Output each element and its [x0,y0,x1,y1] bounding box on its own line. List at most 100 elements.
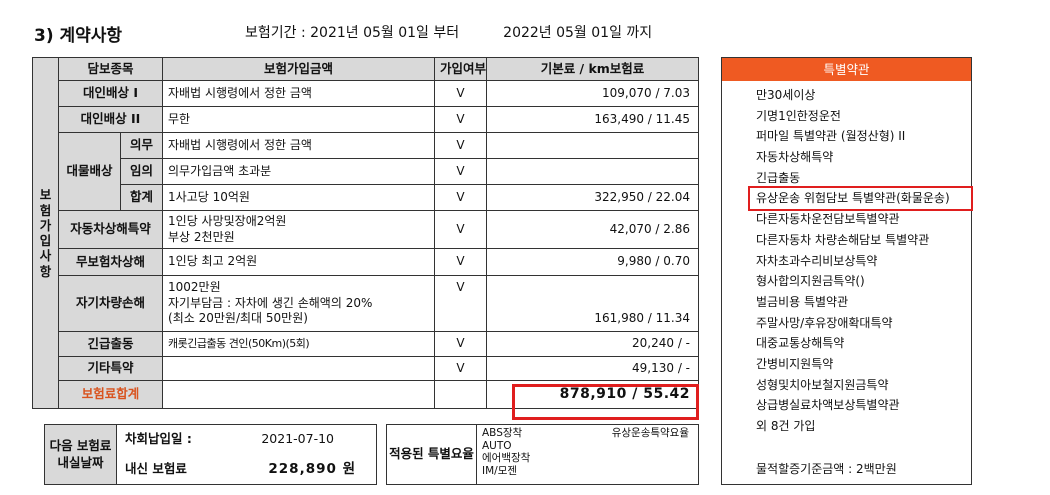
applied-discounts-box: 적용된 특별요율 ABS장착 유상운송특약요율 AUTO 에어백장착 IM/모젠 [386,424,699,485]
side-label: 보험가입사항 [32,57,59,409]
amount-line: 자기부담금 : 자차에 생긴 손해액의 20% [168,295,373,310]
installment-label: 차회납입일 : [125,431,192,447]
special-term-item: 벌금비용 특별약관 [756,294,849,309]
joined-mark: V [434,80,488,107]
coverage-amount: 무한 [162,106,436,133]
special-terms-list: 만30세이상 기명1인한정운전 퍼마일 특별약관 (월정산형) II 자동차상해… [722,81,973,479]
table-row: 자기차량손해 1002만원 자기부담금 : 자차에 생긴 손해액의 20% (최… [33,275,700,332]
table-row: 무보험차상해 1인당 최고 2억원 V 9,980 / 0.70 [33,248,700,276]
premium-value: 42,070 / 2.86 [486,210,700,249]
col-header-coverage: 담보종목 [57,57,164,81]
special-term-item: 긴급출동 [756,170,801,185]
coverage-amount: 1사고당 10억원 [162,184,436,211]
special-term-item: 주말사망/후유장애확대특약 [756,315,893,330]
special-term-item: 자차초과수리비보상특약 [756,253,878,268]
special-term-item: 대중교통상해특약 [756,336,845,351]
table-row: 임의 의무가입금액 초과분 V [33,158,700,185]
period-start: 보험기간 : 2021년 05월 01일 부터 [245,25,460,41]
discount-item: 에어백장착 [482,452,531,465]
coverage-amount: 1002만원 자기부담금 : 자차에 생긴 손해액의 20% (최소 20만원/… [162,275,436,332]
special-term-item: 외 8건 가입 [756,419,816,433]
special-term-item: 다른자동차 차량손해담보 특별약관 [756,232,930,247]
insurance-period: 보험기간 : 2021년 05월 01일 부터 2022년 05월 01일 까지 [245,22,652,42]
coverage-subname: 합계 [119,184,164,211]
premium-value: 322,950 / 22.04 [486,184,700,211]
joined-mark: V [434,184,488,211]
joined-mark: V [434,158,488,185]
premium-value: 109,070 / 7.03 [486,80,700,107]
installment-date: 2021-07-10 [261,431,334,447]
total-label: 보험료합계 [57,380,164,409]
premium-value: 163,490 / 11.45 [486,106,700,133]
side-label-text: 보험가입사항 [39,187,52,279]
coverage-amount: 캐롯긴급출동 견인(50Km)(5회) [162,331,436,357]
total-empty [434,380,488,409]
special-terms-footer: 물적할증기준금액 : 2백만원 [756,461,897,476]
list-spacer [756,437,971,459]
premium-value [486,158,700,185]
joined-mark: V [434,106,488,133]
special-term-item: 만30세이상 [756,88,816,102]
special-term-item: 기명1인한정운전 [756,108,841,123]
special-term-item: 형사합의지원금특약() [756,274,865,289]
discount-item: IM/모젠 [482,464,518,477]
special-terms-title: 특별약관 [722,58,971,81]
joined-mark: V [434,132,488,159]
coverage-amount: 1인당 사망및장애2억원 부상 2천만원 [162,210,436,249]
table-row: 대인배상 II 무한 V 163,490 / 11.45 [33,106,700,133]
coverage-amount: 자배법 시행령에서 정한 금액 [162,80,436,107]
coverage-table: 보험가입사항 담보종목 보험가입금액 가입여부 기본료 / km보험료 대인배상… [32,57,700,409]
special-term-item: 성형및치아보철지원금특약 [756,377,889,392]
joined-mark: V [434,210,488,249]
col-header-joined: 가입여부 [434,57,488,81]
coverage-amount: 자배법 시행령에서 정한 금액 [162,132,436,159]
special-term-item: 다른자동차운전담보특별약관 [756,212,900,227]
next-premium-box: 다음 보험료 내실날짜 차회납입일 : 2021-07-10 내신 보험료 22… [44,424,377,485]
discount-first-row: ABS장착 유상운송특약요율 [482,427,693,440]
discount-note: 유상운송특약요율 [611,427,689,439]
coverage-name: 기타특약 [57,356,164,381]
amount-line: 부상 2천만원 [168,229,235,244]
premium-value: 161,980 / 11.34 [486,275,700,332]
payment-row: 내신 보험료 228,890 원 [125,461,368,478]
coverage-name: 대인배상 II [57,106,164,133]
table-row: 자동차상해특약 1인당 사망및장애2억원 부상 2천만원 V 42,070 / … [33,210,700,249]
table-row: 합계 1사고당 10억원 V 322,950 / 22.04 [33,184,700,211]
premium-value: 49,130 / - [486,356,700,381]
special-term-item: 간병비지원특약 [756,356,834,371]
property-damage-group: 대물배상 [58,132,121,211]
coverage-name: 긴급출동 [57,331,164,357]
joined-mark: V [434,331,488,357]
discounts-label: 적용된 특별요율 [386,424,477,485]
table-row: 기타특약 V 49,130 / - [33,356,700,381]
section-title: 3) 계약사항 [34,26,123,46]
joined-mark: V [434,275,488,332]
special-term-item: 퍼마일 특별약관 (월정산형) II [756,129,906,144]
coverage-subname: 임의 [119,158,164,185]
coverage-name: 무보험차상해 [57,248,164,276]
special-terms-panel: 특별약관 만30세이상 기명1인한정운전 퍼마일 특별약관 (월정산형) II … [721,57,973,485]
coverage-name: 자기차량손해 [57,275,164,332]
total-empty [162,380,436,409]
premium-value: 20,240 / - [486,331,700,357]
premium-value [486,132,700,159]
payment-amount: 228,890 원 [268,461,356,478]
col-header-amount: 보험가입금액 [162,57,436,81]
special-term-item: 자동차상해특약 [756,150,834,165]
joined-mark: V [434,356,488,381]
payment-label: 내신 보험료 [125,461,187,477]
amount-line: 1002만원 [168,280,221,295]
special-term-item-highlighted: 유상운송 위험담보 특별약관(화물운송) [748,186,973,212]
coverage-amount: 의무가입금액 초과분 [162,158,436,185]
next-premium-label: 다음 보험료 내실날짜 [44,424,117,485]
joined-mark: V [434,248,488,276]
amount-line: (최소 20만원/최대 50만원) [168,311,308,326]
amount-line: 1인당 사망및장애2억원 [168,213,287,228]
period-end: 2022년 05월 01일 까지 [503,25,653,41]
premium-value: 9,980 / 0.70 [486,248,700,276]
special-term-item: 상급병실료차액보상특별약관 [756,398,900,413]
coverage-amount: 1인당 최고 2억원 [162,248,436,276]
table-row: 대물배상 의무 자배법 시행령에서 정한 금액 V [33,132,700,211]
table-header-row: 보험가입사항 담보종목 보험가입금액 가입여부 기본료 / km보험료 [32,57,700,409]
col-header-premium: 기본료 / km보험료 [486,57,700,81]
